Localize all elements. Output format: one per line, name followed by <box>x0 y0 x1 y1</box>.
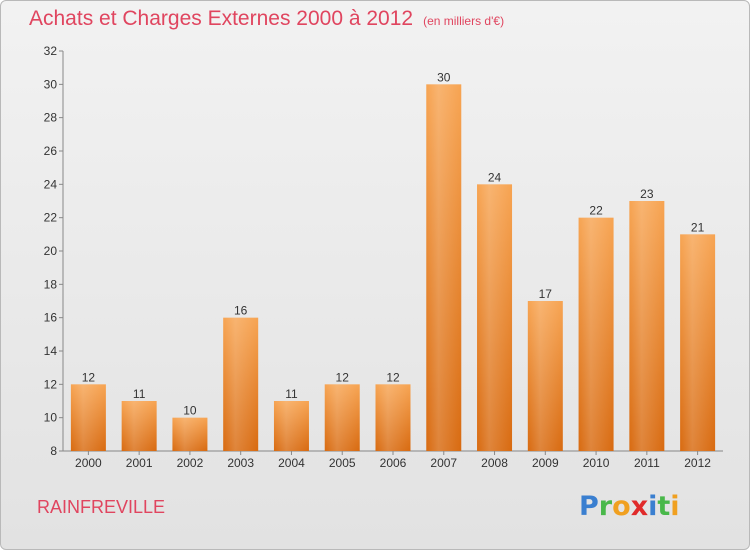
bar-highlight <box>273 401 309 451</box>
bar-value-label: 12 <box>386 370 400 384</box>
bar-highlight <box>223 317 259 451</box>
bar-value-label: 16 <box>234 304 248 318</box>
bar-highlight <box>121 401 157 451</box>
y-tick-label: 32 <box>44 44 58 58</box>
y-tick-label: 10 <box>44 411 58 425</box>
bar-highlight <box>477 184 513 452</box>
chart-data-labels: 12 11 10 16 11 12 12 30 24 17 22 23 21 <box>82 70 705 417</box>
logo-letter: o <box>612 491 631 522</box>
logo-letter: P <box>579 491 599 522</box>
chart-title-text: Achats et Charges Externes 2000 à 2012 <box>29 7 414 30</box>
chart-unit: (en milliers d'€) <box>423 14 505 28</box>
bar-value-label: 23 <box>640 187 654 201</box>
x-tick-label: 2003 <box>227 456 254 470</box>
bar-highlight <box>70 384 106 451</box>
x-tick-label: 2005 <box>329 456 356 470</box>
y-tick-label: 12 <box>44 377 58 391</box>
bar-highlight <box>426 84 462 451</box>
bar-highlight <box>375 384 411 451</box>
logo-letter: i <box>670 491 680 522</box>
bar-highlight <box>172 417 208 451</box>
y-tick-label: 8 <box>50 444 57 458</box>
x-tick-label: 2007 <box>430 456 457 470</box>
chart-title: Achats et Charges Externes 2000 à 2012 (e… <box>29 7 504 31</box>
chart-bars <box>70 84 716 452</box>
bar-value-label: 11 <box>285 387 298 401</box>
bar-highlight <box>324 384 360 451</box>
x-tick-label: 2002 <box>177 456 204 470</box>
y-tick-label: 30 <box>44 77 58 91</box>
bar-value-label: 12 <box>336 370 350 384</box>
logo-letter: i <box>648 491 658 522</box>
x-tick-label: 2004 <box>278 456 305 470</box>
bar-value-label: 22 <box>589 204 603 218</box>
x-tick-label: 2011 <box>634 456 660 470</box>
y-tick-label: 28 <box>44 111 58 125</box>
logo-letter: x <box>630 491 649 522</box>
bar-value-label: 11 <box>133 387 146 401</box>
commune-name: RAINFREVILLE <box>37 497 166 517</box>
bar-highlight <box>527 301 563 451</box>
y-tick-label: 26 <box>44 144 58 158</box>
x-tick-label: 2008 <box>481 456 508 470</box>
logo-letter: t <box>657 491 671 522</box>
x-tick-label: 2012 <box>684 456 711 470</box>
bar-highlight <box>629 201 665 451</box>
logo-letter: r <box>598 491 613 522</box>
x-tick-label: 2000 <box>75 456 102 470</box>
x-tick-label: 2009 <box>532 456 559 470</box>
y-tick-label: 16 <box>44 311 58 325</box>
bar-value-label: 21 <box>691 220 705 234</box>
x-tick-label: 2006 <box>380 456 407 470</box>
bar-highlight <box>680 234 716 451</box>
x-tick-label: 2010 <box>583 456 610 470</box>
x-tick-label: 2001 <box>126 456 153 470</box>
y-tick-label: 14 <box>44 344 58 358</box>
y-tick-label: 20 <box>44 244 58 258</box>
bar-value-label: 12 <box>82 370 96 384</box>
bar-value-label: 30 <box>437 70 451 84</box>
bar-highlight <box>578 217 614 451</box>
y-tick-label: 22 <box>44 211 58 225</box>
proxiti-logo: Proxiti <box>579 491 680 522</box>
bar-value-label: 17 <box>539 287 553 301</box>
y-tick-label: 24 <box>44 177 58 191</box>
bar-value-label: 10 <box>183 404 197 418</box>
bar-value-label: 24 <box>488 170 502 184</box>
y-tick-label: 18 <box>44 277 58 291</box>
